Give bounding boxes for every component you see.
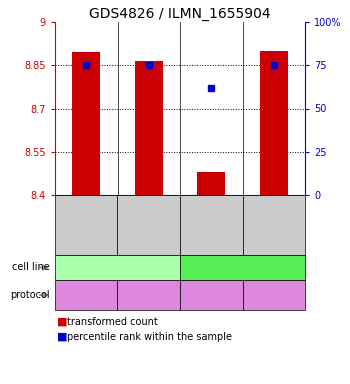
Text: control: control — [72, 291, 101, 300]
Text: protocol: protocol — [10, 290, 50, 300]
Text: ARID1A
depletion: ARID1A depletion — [254, 285, 294, 305]
Text: IOSE80pc: IOSE80pc — [216, 263, 269, 273]
Text: control: control — [197, 291, 226, 300]
Text: OSE4: OSE4 — [103, 263, 133, 273]
Bar — [72, 52, 100, 195]
Text: cell line: cell line — [12, 263, 50, 273]
Text: transformed count: transformed count — [67, 317, 158, 327]
Text: ARID1A
depletion: ARID1A depletion — [129, 285, 169, 305]
Text: GSM925599: GSM925599 — [207, 200, 216, 250]
Text: GSM925598: GSM925598 — [144, 200, 153, 250]
Bar — [135, 61, 163, 195]
Text: ■: ■ — [57, 332, 67, 342]
Text: percentile rank within the sample: percentile rank within the sample — [67, 332, 232, 342]
Bar — [197, 172, 225, 195]
Text: GSM925597: GSM925597 — [82, 200, 91, 250]
Text: ■: ■ — [57, 317, 67, 327]
Title: GDS4826 / ILMN_1655904: GDS4826 / ILMN_1655904 — [89, 7, 271, 21]
Text: GSM925600: GSM925600 — [269, 200, 278, 250]
Bar — [260, 51, 288, 195]
